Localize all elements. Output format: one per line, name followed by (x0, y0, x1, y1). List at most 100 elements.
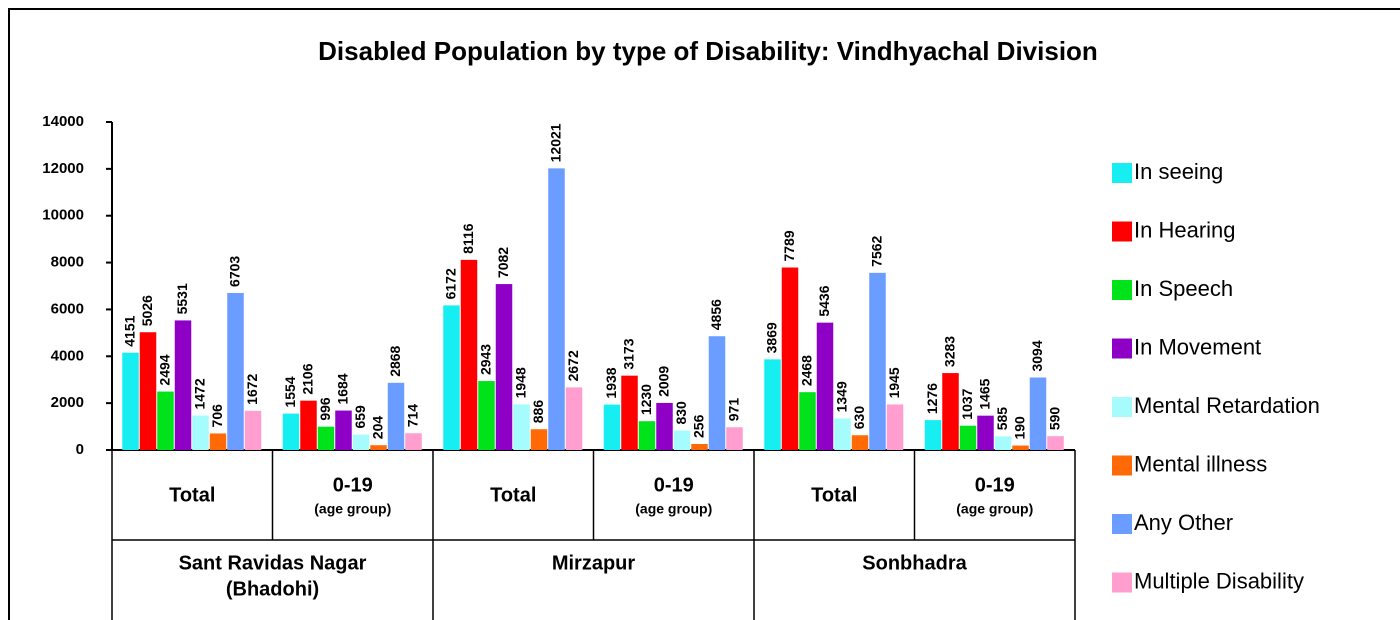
y-tick-label: 12000 (42, 160, 84, 177)
data-label: 659 (352, 405, 368, 429)
x-tick-sublabel: (age group) (314, 501, 391, 517)
bar (335, 410, 352, 450)
frame (8, 8, 1400, 620)
data-label: 1948 (513, 367, 529, 398)
bar (530, 429, 548, 450)
legend-label: Any Other (1134, 510, 1233, 535)
bar (656, 402, 673, 450)
data-label: 1465 (977, 378, 993, 409)
bar (726, 427, 743, 450)
data-label: 585 (994, 407, 1010, 431)
bar (1029, 377, 1047, 450)
bar (638, 421, 656, 450)
y-tick-label: 2000 (51, 394, 84, 411)
bar (495, 284, 513, 450)
chart-title: Disabled Population by type of Disabilit… (318, 36, 1098, 66)
data-label: 2494 (157, 354, 173, 385)
legend-label: Multiple Disability (1134, 568, 1304, 593)
bar (673, 430, 691, 450)
x-tick-label: 0-19 (654, 474, 694, 496)
data-label: 1554 (282, 376, 298, 407)
data-label: 7082 (495, 247, 511, 278)
legend-swatch (1112, 397, 1132, 417)
y-tick-label: 4000 (51, 347, 84, 364)
bar (781, 267, 799, 450)
data-label: 6703 (227, 256, 243, 287)
bar (691, 444, 708, 450)
bar (513, 404, 530, 450)
x-tick-label: Total (811, 484, 857, 506)
data-label: 7789 (781, 230, 797, 261)
bar (317, 426, 335, 450)
data-label: 2672 (565, 350, 581, 381)
legend-label: In Speech (1134, 276, 1233, 301)
data-label: 886 (530, 400, 546, 424)
data-label: 1938 (603, 367, 619, 398)
data-label: 256 (691, 414, 707, 438)
data-label: 4151 (122, 315, 138, 346)
legend-label: In Hearing (1134, 217, 1236, 242)
data-label: 3869 (764, 322, 780, 353)
bar (192, 415, 209, 450)
y-tick-label: 0 (76, 441, 84, 458)
bar (959, 425, 977, 450)
data-label: 3283 (942, 336, 958, 367)
bar (621, 375, 638, 450)
bar (1047, 436, 1064, 450)
data-label: 1230 (638, 384, 654, 415)
legend-swatch (1112, 572, 1132, 593)
data-label: 1672 (244, 373, 260, 404)
legend-swatch (1112, 163, 1132, 183)
group-label: Sonbhadra (862, 552, 967, 574)
data-label: 1945 (886, 367, 902, 398)
legend-swatch (1112, 455, 1132, 476)
bar (834, 418, 851, 450)
y-tick-label: 6000 (51, 300, 84, 317)
data-label: 8116 (460, 223, 476, 254)
data-label: 3094 (1029, 340, 1045, 371)
data-label: 1037 (959, 388, 975, 419)
data-label: 996 (317, 397, 333, 421)
x-tick-sublabel: (age group) (635, 501, 712, 517)
data-label: 971 (726, 398, 742, 422)
data-label: 706 (209, 404, 225, 428)
bar (227, 292, 244, 450)
bar (869, 272, 886, 450)
bar (405, 433, 422, 450)
data-label: 630 (851, 406, 867, 430)
legend-label: In seeing (1134, 159, 1223, 184)
x-tick-label: Total (490, 484, 536, 506)
data-label: 2468 (799, 355, 815, 386)
bar (157, 391, 174, 450)
bar (565, 387, 583, 450)
bar (977, 415, 994, 450)
legend-label: In Movement (1134, 334, 1261, 359)
data-label: 1472 (192, 378, 208, 409)
bar (886, 404, 904, 450)
bar (460, 259, 478, 450)
legend-label: Mental Retardation (1134, 393, 1320, 418)
legend-label: Mental illness (1134, 451, 1267, 476)
bar (352, 434, 370, 450)
bar (300, 400, 317, 450)
x-tick-label: Total (169, 484, 215, 506)
data-label: 1684 (335, 373, 351, 404)
data-label: 3173 (621, 338, 637, 369)
y-tick-label: 14000 (42, 113, 84, 130)
y-tick-label: 8000 (51, 254, 84, 271)
y-tick-label: 10000 (42, 207, 84, 224)
group-label: Mirzapur (552, 552, 636, 574)
x-tick-label: 0-19 (333, 474, 373, 496)
bar (387, 382, 405, 450)
bar (764, 359, 781, 450)
data-label: 2009 (656, 366, 672, 397)
bar (209, 433, 227, 450)
data-label: 830 (673, 401, 689, 425)
data-label: 5531 (174, 283, 190, 314)
bar (370, 445, 387, 450)
data-label: 190 (1012, 416, 1028, 440)
bar (443, 305, 460, 450)
data-label: 4856 (708, 299, 724, 330)
data-label: 714 (405, 404, 421, 428)
bar (282, 413, 300, 450)
